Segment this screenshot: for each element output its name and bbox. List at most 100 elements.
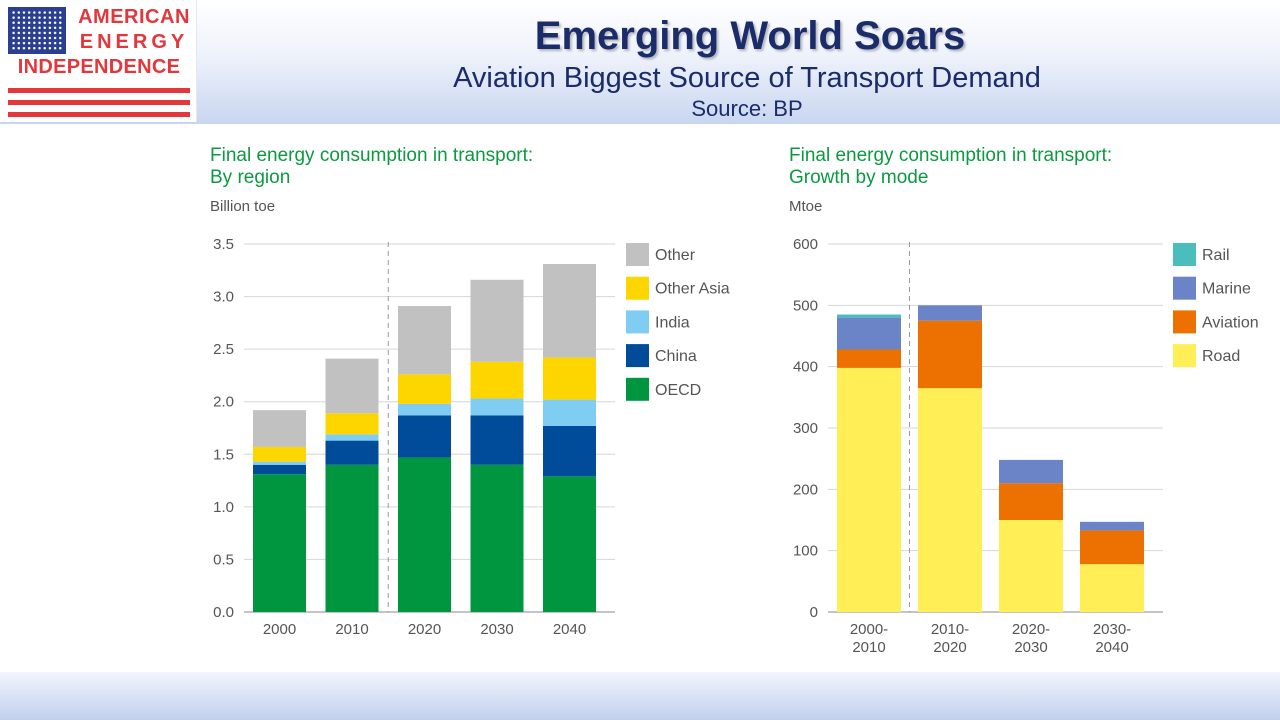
mode-legend-label: Road bbox=[1202, 348, 1240, 365]
region-y-tick-label: 0.5 bbox=[213, 551, 234, 568]
mode-bar-road bbox=[918, 388, 982, 612]
region-x-tick-label: 2040 bbox=[553, 621, 586, 638]
mode-x-tick-label: 2020- bbox=[1012, 621, 1050, 638]
region-bar-india bbox=[325, 434, 379, 441]
region-legend-swatch-other-asia bbox=[626, 276, 649, 300]
region-legend-label: OECD bbox=[655, 382, 701, 399]
region-bar-other-asia bbox=[398, 374, 451, 404]
region-bar-other bbox=[253, 410, 306, 447]
logo-word-energy: ENERGY bbox=[79, 31, 189, 53]
mode-bar-road bbox=[837, 367, 901, 612]
mode-legend-swatch-road bbox=[1173, 344, 1196, 368]
region-bar-china bbox=[325, 440, 379, 465]
mode-y-tick-label: 0 bbox=[810, 604, 818, 621]
mode-y-tick-label: 100 bbox=[793, 543, 818, 560]
mode-legend-swatch-aviation bbox=[1173, 310, 1196, 334]
source-note: Source: BP bbox=[691, 96, 803, 121]
mode-legend-label: Marine bbox=[1202, 281, 1251, 298]
mode-bar-marine bbox=[1080, 521, 1144, 531]
mode-bar-aviation bbox=[999, 483, 1063, 520]
region-legend-swatch-other bbox=[626, 243, 649, 266]
mode-bar-marine bbox=[837, 317, 901, 350]
region-bar-oecd bbox=[325, 464, 379, 612]
mode-y-tick-label: 600 bbox=[793, 236, 818, 253]
region-bar-other-asia bbox=[253, 446, 306, 462]
region-y-tick-label: 3.5 bbox=[213, 236, 234, 253]
mode-x-tick-label: 2010- bbox=[931, 621, 969, 638]
flag-icon bbox=[8, 7, 66, 54]
mode-bar-aviation bbox=[837, 349, 901, 368]
mode-legend-label: Rail bbox=[1202, 247, 1230, 264]
mode-y-tick-label: 300 bbox=[793, 420, 818, 437]
region-bar-china bbox=[543, 425, 596, 477]
footer-band bbox=[0, 672, 1280, 720]
mode-chart-unit: Mtoe bbox=[789, 198, 823, 215]
logo-stripe bbox=[8, 112, 190, 117]
region-bar-other bbox=[470, 279, 524, 362]
region-x-tick-label: 2000 bbox=[263, 621, 296, 638]
region-bar-other bbox=[398, 306, 451, 375]
region-legend-label: Other Asia bbox=[655, 281, 730, 298]
region-y-tick-label: 2.5 bbox=[213, 341, 234, 358]
logo: AMERICAN ENERGY INDEPENDENCE bbox=[0, 0, 197, 122]
region-legend-label: Other bbox=[655, 247, 696, 264]
mode-y-tick-label: 200 bbox=[793, 481, 818, 498]
region-bar-india bbox=[253, 461, 306, 465]
logo-word-american: AMERICAN bbox=[78, 6, 190, 28]
region-y-tick-label: 3.0 bbox=[213, 289, 234, 306]
region-bar-oecd bbox=[543, 476, 596, 612]
region-y-tick-label: 1.5 bbox=[213, 446, 234, 463]
region-bar-oecd bbox=[398, 457, 451, 612]
mode-x-tick-label: 2020 bbox=[933, 639, 966, 656]
page-subtitle: Aviation Biggest Source of Transport Dem… bbox=[453, 62, 1041, 94]
mode-bar-road bbox=[999, 520, 1063, 612]
region-bar-other bbox=[543, 263, 596, 358]
region-x-tick-label: 2030 bbox=[480, 621, 513, 638]
mode-bar-marine bbox=[918, 305, 982, 321]
logo-word-independence: INDEPENDENCE bbox=[17, 56, 181, 78]
mode-legend-label: Aviation bbox=[1202, 314, 1259, 331]
mode-bar-rail bbox=[837, 314, 901, 318]
region-bar-china bbox=[398, 415, 451, 458]
mode-y-tick-label: 500 bbox=[793, 297, 818, 314]
region-bar-india bbox=[543, 399, 596, 426]
region-bar-india bbox=[470, 398, 524, 416]
mode-chart-title-line1: Final energy consumption in transport: bbox=[789, 145, 1113, 166]
region-bar-other-asia bbox=[325, 413, 379, 435]
mode-bar-marine bbox=[999, 459, 1063, 484]
mode-bar-aviation bbox=[1080, 530, 1144, 565]
mode-x-tick-label: 2010 bbox=[852, 639, 885, 656]
region-legend-label: China bbox=[655, 348, 697, 365]
page-title: Emerging World Soars bbox=[534, 14, 966, 58]
mode-bar-aviation bbox=[918, 320, 982, 389]
region-chart-title-line2: By region bbox=[210, 167, 291, 188]
region-bar-china bbox=[253, 464, 306, 475]
mode-bar-road bbox=[1080, 564, 1144, 612]
region-legend-swatch-china bbox=[626, 344, 649, 368]
region-bar-oecd bbox=[470, 464, 524, 612]
region-legend-swatch-oecd bbox=[626, 377, 649, 401]
mode-x-tick-label: 2000- bbox=[850, 621, 888, 638]
region-bar-other-asia bbox=[543, 357, 596, 400]
region-y-tick-label: 1.0 bbox=[213, 499, 234, 516]
region-x-tick-label: 2010 bbox=[335, 621, 368, 638]
region-bar-oecd bbox=[253, 474, 306, 612]
mode-x-tick-label: 2030 bbox=[1014, 639, 1047, 656]
region-legend-swatch-india bbox=[626, 310, 649, 334]
mode-x-tick-label: 2030- bbox=[1093, 621, 1131, 638]
region-bar-india bbox=[398, 403, 451, 416]
region-bar-china bbox=[470, 415, 524, 465]
region-y-tick-label: 2.0 bbox=[213, 394, 234, 411]
header-band bbox=[0, 0, 1280, 124]
mode-chart-title-line2: Growth by mode bbox=[789, 167, 929, 188]
region-chart-unit: Billion toe bbox=[210, 198, 276, 215]
region-legend-label: India bbox=[655, 314, 690, 331]
mode-y-tick-label: 400 bbox=[793, 359, 818, 376]
logo-stripe bbox=[8, 100, 190, 105]
region-bar-other bbox=[325, 358, 379, 414]
mode-legend-swatch-rail bbox=[1173, 243, 1196, 266]
region-chart-title-line1: Final energy consumption in transport: bbox=[210, 145, 534, 166]
logo-stripe bbox=[8, 88, 190, 93]
